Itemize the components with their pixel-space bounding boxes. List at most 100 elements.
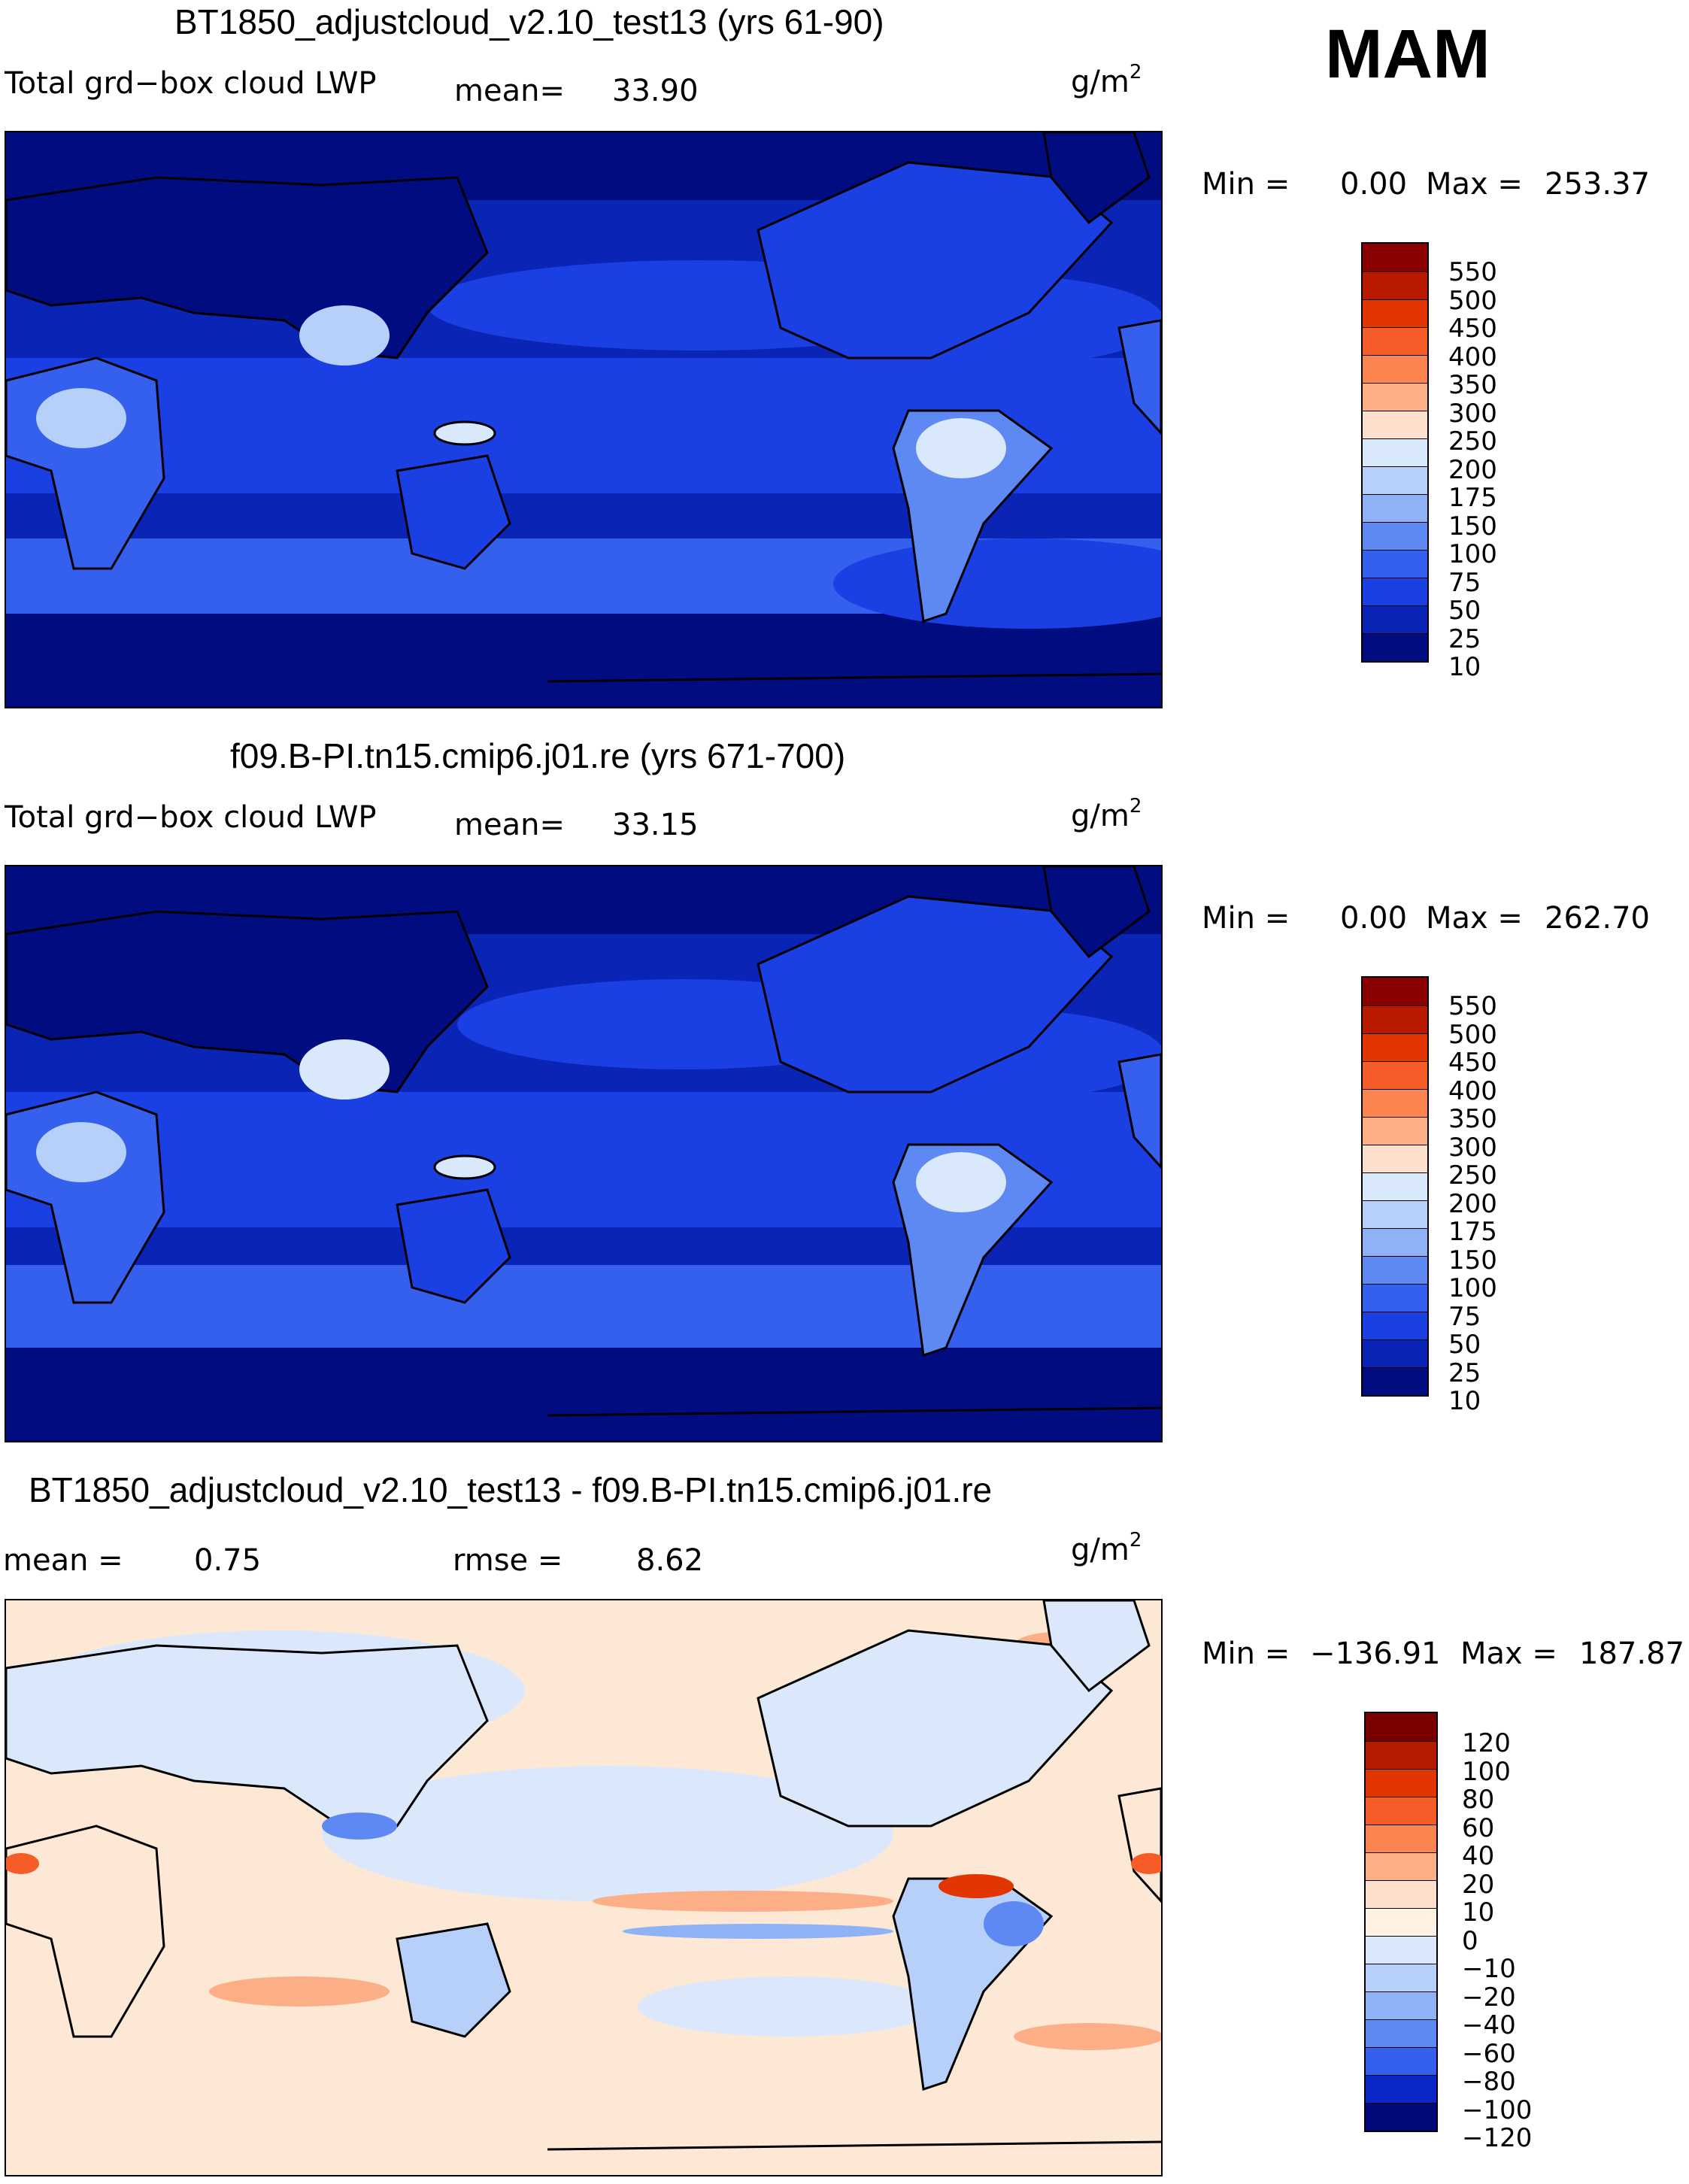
colorbar-level-label: 120 (1462, 1728, 1511, 1758)
season-label: MAM (1325, 16, 1490, 93)
colorbar-level-label: 80 (1462, 1785, 1495, 1815)
panel3-rmse-label: rmse = (453, 1543, 563, 1578)
panel2-land (6, 866, 1161, 1417)
colorbar-swatch (1363, 383, 1427, 411)
colorbar-swatch (1366, 1713, 1436, 1741)
panel1-mean-value: 33.90 (612, 74, 699, 108)
colorbar-swatch (1366, 1852, 1436, 1880)
colorbar-swatch (1363, 1117, 1427, 1145)
panel2-map (5, 865, 1163, 1442)
colorbar-swatch (1363, 978, 1427, 1006)
colorbar-swatch (1363, 466, 1427, 494)
panel1-land (6, 132, 1161, 683)
colorbar-level-label: 550 (1448, 991, 1497, 1021)
colorbar-swatch (1366, 1964, 1436, 1991)
colorbar-level-label: 350 (1448, 1104, 1497, 1134)
panel2-colorbar (1361, 976, 1429, 1397)
colorbar-level-label: 75 (1448, 567, 1481, 598)
colorbar-swatch (1366, 1825, 1436, 1852)
colorbar-level-label: 20 (1462, 1869, 1495, 1900)
colorbar-level-label: 10 (1462, 1897, 1495, 1928)
colorbar-level-label: 250 (1448, 426, 1497, 457)
colorbar-swatch (1363, 578, 1427, 605)
colorbar-level-label: 25 (1448, 623, 1481, 654)
colorbar-swatch (1363, 1284, 1427, 1312)
colorbar-level-label: −40 (1462, 2010, 1516, 2040)
units-base: g/m (1071, 1533, 1130, 1567)
panel3-max-label: Max = (1460, 1636, 1557, 1671)
panel3-land (6, 1600, 1161, 2151)
colorbar-level-label: 550 (1448, 257, 1497, 287)
colorbar-level-label: 175 (1448, 1217, 1497, 1247)
colorbar-swatch (1366, 1797, 1436, 1825)
panel3-max-value: 187.87 (1579, 1636, 1684, 1671)
panel1-title: BT1850_adjustcloud_v2.10_test13 (yrs 61-… (174, 2, 884, 41)
colorbar-level-label: 50 (1448, 596, 1481, 626)
panel2-title: f09.B-PI.tn15.cmip6.j01.re (yrs 671-700) (230, 736, 846, 775)
colorbar-level-label: 350 (1448, 370, 1497, 400)
colorbar-swatch (1363, 1172, 1427, 1200)
colorbar-swatch (1366, 1741, 1436, 1769)
panel1-map (5, 131, 1163, 708)
colorbar-swatch (1366, 2103, 1436, 2131)
colorbar-swatch (1366, 1880, 1436, 1908)
panel3-title: BT1850_adjustcloud_v2.10_test13 - f09.B-… (29, 1470, 993, 1509)
colorbar-level-label: −100 (1462, 2095, 1533, 2125)
colorbar-swatch (1363, 1089, 1427, 1117)
colorbar-level-label: 100 (1448, 539, 1497, 569)
colorbar-level-label: −10 (1462, 1954, 1516, 1984)
colorbar-level-label: 50 (1448, 1330, 1481, 1360)
panel2-min-value: 0.00 (1340, 901, 1408, 936)
panel1-mean-label: mean= (454, 74, 565, 108)
units-exp: 2 (1129, 795, 1142, 817)
panel3-mean-label: mean = (3, 1543, 123, 1578)
colorbar-level-label: 400 (1448, 341, 1497, 372)
colorbar-level-label: 60 (1462, 1812, 1495, 1843)
colorbar-swatch (1363, 1367, 1427, 1395)
colorbar-swatch (1366, 2047, 1436, 2075)
colorbar-swatch (1363, 494, 1427, 522)
panel2-map-svg (6, 866, 1161, 1441)
colorbar-swatch (1363, 1006, 1427, 1033)
colorbar-level-label: 200 (1448, 1188, 1497, 1219)
colorbar-level-label: 450 (1448, 314, 1497, 344)
colorbar-level-label: 0 (1462, 1925, 1478, 1956)
colorbar-swatch (1366, 1908, 1436, 1936)
colorbar-swatch (1363, 1256, 1427, 1284)
panel1-colorbar (1361, 242, 1429, 663)
colorbar-swatch (1366, 2019, 1436, 2047)
colorbar-swatch (1363, 1312, 1427, 1339)
colorbar-swatch (1363, 1061, 1427, 1089)
colorbar-swatch (1363, 522, 1427, 550)
colorbar-level-label: −80 (1462, 2067, 1516, 2097)
colorbar-level-label: 10 (1448, 1386, 1481, 1416)
colorbar-swatch (1363, 244, 1427, 271)
panel1-variable: Total grd−box cloud LWP (5, 66, 377, 101)
colorbar-level-label: 450 (1448, 1048, 1497, 1078)
panel3-min-value: −136.91 (1310, 1636, 1441, 1671)
colorbar-swatch (1363, 1339, 1427, 1367)
colorbar-level-label: 250 (1448, 1160, 1497, 1191)
panel3-units: g/m2 (1071, 1529, 1142, 1567)
colorbar-swatch (1363, 1228, 1427, 1256)
colorbar-swatch (1366, 1991, 1436, 2019)
colorbar-swatch (1366, 2075, 1436, 2103)
panel2-max-value: 262.70 (1545, 901, 1650, 936)
panel1-map-svg (6, 132, 1161, 707)
panel1-max-label: Max = (1426, 167, 1523, 202)
colorbar-level-label: 300 (1448, 1132, 1497, 1163)
colorbar-level-label: 40 (1462, 1841, 1495, 1871)
panel3-min-label: Min = (1202, 1636, 1290, 1671)
colorbar-level-label: 10 (1448, 652, 1481, 682)
colorbar-swatch (1363, 355, 1427, 383)
units-exp: 2 (1129, 1529, 1142, 1552)
colorbar-swatch (1363, 1033, 1427, 1061)
colorbar-swatch (1366, 1769, 1436, 1797)
colorbar-level-label: 75 (1448, 1301, 1481, 1332)
panel3-map-svg (6, 1600, 1161, 2175)
panel3-rmse-value: 8.62 (636, 1543, 704, 1578)
colorbar-level-label: 200 (1448, 454, 1497, 485)
colorbar-level-label: 500 (1448, 285, 1497, 316)
colorbar-level-label: 150 (1448, 511, 1497, 541)
colorbar-level-label: −60 (1462, 2038, 1516, 2069)
